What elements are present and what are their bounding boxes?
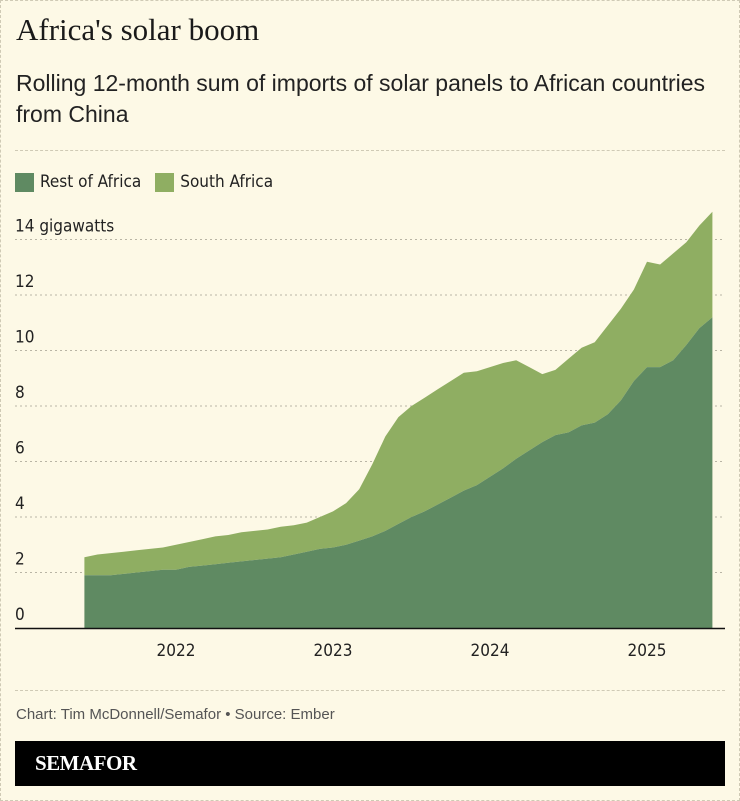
- area-south-africa: [84, 211, 713, 576]
- legend: Rest of Africa South Africa: [15, 172, 273, 192]
- legend-item-rest-of-africa: Rest of Africa: [15, 172, 141, 192]
- x-tick-label: 2023: [314, 641, 353, 661]
- semafor-logo: SEMAFOR: [35, 751, 137, 775]
- area-rest-of-africa: [84, 317, 713, 628]
- y-tick-label: 10: [15, 328, 34, 348]
- chart-credit: Chart: Tim McDonnell/Semafor • Source: E…: [16, 706, 335, 723]
- x-tick-label: 2025: [628, 641, 667, 661]
- area-chart: 0 2 4 6 8 10 12 14 gigawatts 2022 2023 2024 2025: [15, 211, 725, 661]
- y-tick-label: 2: [15, 550, 25, 570]
- y-tick-label: 6: [15, 439, 25, 459]
- legend-item-south-africa: South Africa: [155, 172, 273, 192]
- legend-swatch-south-africa: [155, 172, 175, 192]
- chart-title: Africa's solar boom: [16, 12, 260, 47]
- y-tick-label: 14 gigawatts: [15, 217, 114, 237]
- y-tick-label: 12: [15, 272, 34, 292]
- divider-top: [15, 150, 725, 151]
- chart-subtitle: Rolling 12-month sum of imports of solar…: [16, 70, 706, 127]
- brand-bar: SEMAFOR: [15, 741, 725, 786]
- y-tick-label: 4: [15, 494, 25, 514]
- y-tick-label: 8: [15, 383, 25, 403]
- divider-bottom: [15, 690, 725, 691]
- x-tick-label: 2022: [157, 641, 196, 661]
- legend-label: Rest of Africa: [40, 172, 142, 192]
- x-tick-label: 2024: [471, 641, 510, 661]
- y-tick-label: 0: [15, 605, 25, 625]
- legend-swatch-rest-of-africa: [15, 172, 34, 192]
- legend-label: South Africa: [180, 172, 274, 192]
